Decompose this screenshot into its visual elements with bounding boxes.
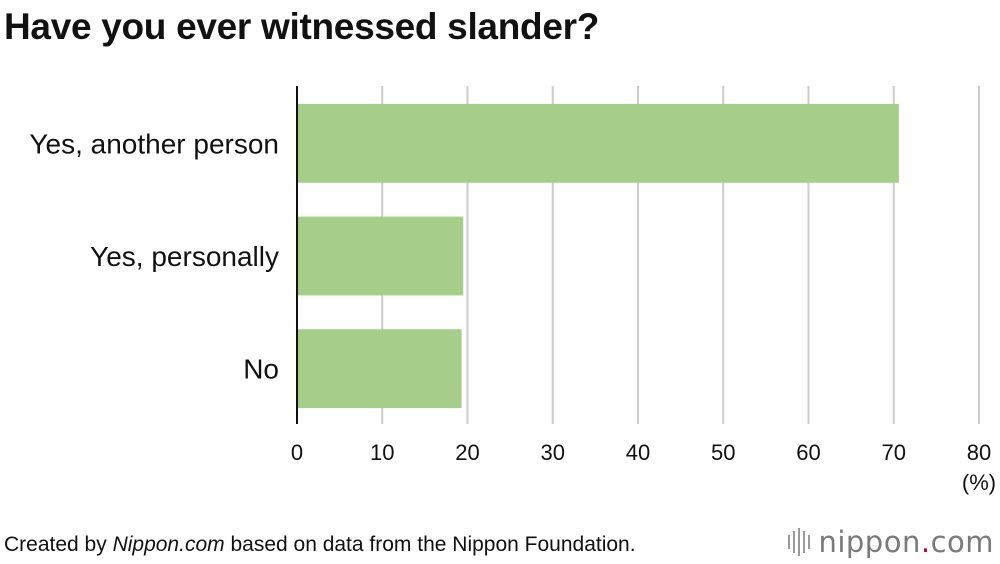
x-tick-label: 30 xyxy=(541,440,565,465)
source-name: Nippon.com xyxy=(112,533,225,556)
logo-bars-icon xyxy=(788,528,811,556)
category-label: No xyxy=(243,354,279,385)
x-tick-label: 60 xyxy=(796,440,820,465)
chart-title: Have you ever witnessed slander? xyxy=(4,6,599,47)
x-tick-label: 40 xyxy=(626,440,650,465)
x-tick-label: 70 xyxy=(882,440,906,465)
category-label: Yes, personally xyxy=(90,241,279,272)
logo-text-tld: com xyxy=(930,525,994,559)
source-prefix: Created by xyxy=(4,533,113,556)
tick-labels: 0 10 20 30 40 50 60 70 80 (%) xyxy=(291,440,996,495)
bar xyxy=(297,216,464,296)
x-tick-label: 0 xyxy=(291,440,303,465)
source-note: Created by Nippon.com based on data from… xyxy=(4,533,636,557)
category-labels: Yes, another person Yes, personally No xyxy=(29,128,279,384)
bars xyxy=(297,103,899,409)
bar xyxy=(297,103,899,183)
x-tick-label: 50 xyxy=(711,440,735,465)
x-unit-label: (%) xyxy=(962,470,996,495)
logo-text-dot: . xyxy=(920,525,931,559)
x-tick-label: 20 xyxy=(455,440,479,465)
nippon-logo: nippon.com xyxy=(788,524,994,560)
logo-wordmark: nippon.com xyxy=(818,525,994,559)
source-suffix: based on data from the Nippon Foundation… xyxy=(224,533,636,556)
x-tick-label: 80 xyxy=(967,440,991,465)
x-tick-label: 10 xyxy=(370,440,394,465)
logo-text-main: nippon xyxy=(818,525,921,559)
bar xyxy=(297,329,462,409)
category-label: Yes, another person xyxy=(29,128,279,159)
